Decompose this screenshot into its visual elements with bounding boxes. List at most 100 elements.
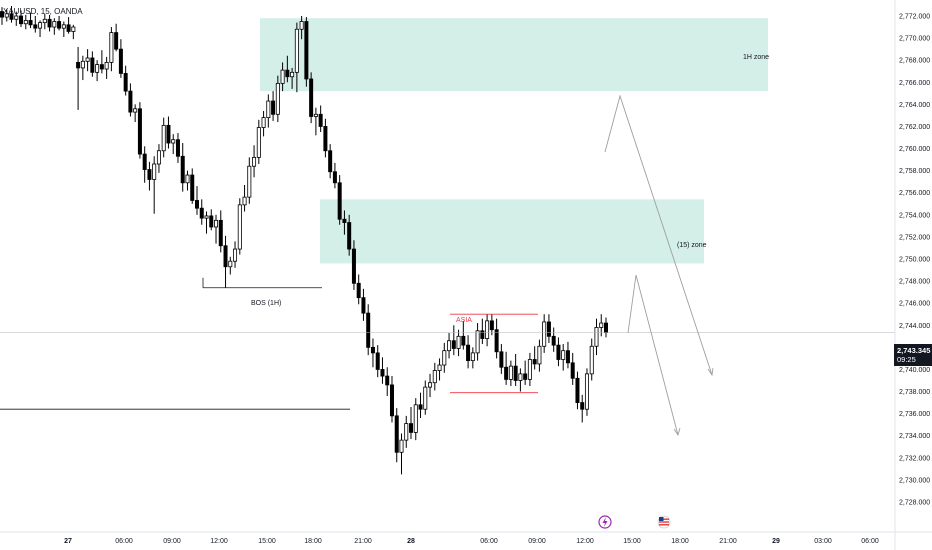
candle-body bbox=[199, 207, 204, 219]
us-flag-canton bbox=[659, 517, 664, 521]
candle-body bbox=[171, 139, 176, 144]
time-tick-label: 06:00 bbox=[861, 538, 879, 545]
lightning-icon-bolt bbox=[602, 517, 608, 527]
price-tick-label: 2,768.000 bbox=[899, 58, 930, 65]
candle-body bbox=[166, 124, 171, 144]
projection-path-2[interactable] bbox=[627, 274, 679, 436]
candle-body bbox=[204, 215, 209, 219]
candle-body bbox=[466, 344, 471, 362]
candle-body bbox=[9, 13, 14, 20]
candle-body bbox=[351, 248, 356, 284]
candle-body bbox=[513, 365, 518, 381]
time-tick-label: 18:00 bbox=[304, 538, 322, 545]
candle-body bbox=[570, 362, 575, 379]
candle-body bbox=[589, 345, 594, 375]
candle-body bbox=[33, 24, 38, 29]
time-tick-label: 12:00 bbox=[576, 538, 594, 545]
candle-body bbox=[565, 350, 570, 364]
price-tick-label: 2,756.000 bbox=[899, 190, 930, 197]
candle-body bbox=[451, 340, 456, 349]
time-tick-label: 21:00 bbox=[719, 538, 737, 545]
candle-body bbox=[461, 335, 466, 346]
candle-body bbox=[523, 373, 528, 380]
price-tick-label: 2,772.000 bbox=[899, 14, 930, 21]
supply-zone-1[interactable] bbox=[260, 18, 768, 92]
time-tick-label: 06:00 bbox=[480, 538, 498, 545]
candle-body bbox=[313, 113, 318, 117]
candle-body bbox=[266, 100, 271, 119]
candle-body bbox=[109, 32, 114, 63]
candle-body bbox=[375, 352, 380, 370]
candle-body bbox=[399, 439, 404, 453]
lightning-icon[interactable] bbox=[598, 515, 612, 529]
candle-body bbox=[580, 402, 585, 410]
candle-body bbox=[423, 386, 428, 410]
supply-zone-2[interactable] bbox=[320, 199, 704, 264]
time-tick-label: 09:00 bbox=[163, 538, 181, 545]
candle-body bbox=[285, 69, 290, 78]
candle-body bbox=[604, 322, 609, 333]
candle-body bbox=[366, 312, 371, 348]
time-tick-label: 18:00 bbox=[671, 538, 689, 545]
candle-body bbox=[309, 78, 314, 117]
candle-body bbox=[223, 245, 228, 268]
time-tick-label: 15:00 bbox=[258, 538, 276, 545]
candle-body bbox=[389, 384, 394, 417]
candle-body bbox=[413, 404, 418, 433]
candle-body bbox=[290, 71, 295, 78]
candle-body bbox=[28, 20, 33, 26]
candle-body bbox=[489, 320, 494, 331]
candle-body bbox=[38, 22, 43, 29]
us-flag-icon[interactable] bbox=[657, 515, 671, 529]
time-tick-label: 28 bbox=[407, 538, 415, 545]
zone-1h-label: 1H zone bbox=[743, 54, 769, 61]
candles-layer bbox=[0, 6, 609, 475]
zone-15-label: (15) zone bbox=[677, 242, 707, 249]
price-tick-label: 2,730.000 bbox=[899, 477, 930, 484]
candle-body bbox=[252, 156, 257, 167]
candle-body bbox=[532, 359, 537, 365]
candle-body bbox=[447, 340, 452, 352]
candle-body bbox=[404, 423, 409, 441]
time-tick-label: 27 bbox=[64, 538, 72, 545]
projection-path-1[interactable] bbox=[604, 94, 713, 376]
candle-body bbox=[304, 21, 309, 80]
price-tick-label: 2,752.000 bbox=[899, 234, 930, 241]
candle-body bbox=[4, 13, 9, 18]
candle-body bbox=[518, 373, 523, 381]
candle-body bbox=[242, 196, 247, 206]
candle-body bbox=[90, 57, 95, 73]
candle-body bbox=[485, 320, 490, 339]
candle-body bbox=[147, 169, 152, 180]
current-price-tag[interactable]: 2,743.345 09:25 bbox=[894, 344, 932, 366]
candle-body bbox=[152, 163, 157, 180]
candle-body bbox=[256, 127, 261, 158]
time-tick-label: 06:00 bbox=[115, 538, 133, 545]
drawings-layer bbox=[0, 94, 895, 437]
us-flag-stripe-3 bbox=[659, 524, 669, 526]
candle-body bbox=[218, 219, 223, 247]
price-tick-label: 2,760.000 bbox=[899, 146, 930, 153]
price-tick-label: 2,734.000 bbox=[899, 433, 930, 440]
candle-body bbox=[118, 48, 123, 74]
candle-body bbox=[95, 64, 100, 73]
asia-label: ASIA bbox=[456, 317, 472, 324]
price-tick-label: 2,770.000 bbox=[899, 36, 930, 43]
candle-body bbox=[66, 24, 71, 32]
price-tick-label: 2,750.000 bbox=[899, 257, 930, 264]
candle-body bbox=[418, 404, 423, 410]
candle-body bbox=[337, 182, 342, 220]
candle-body bbox=[575, 377, 580, 403]
candle-body bbox=[527, 359, 532, 380]
candle-body bbox=[347, 222, 352, 250]
candle-body bbox=[561, 350, 566, 360]
candle-body bbox=[318, 113, 323, 127]
candle-body bbox=[499, 351, 504, 368]
candle-body bbox=[185, 174, 190, 184]
candle-body bbox=[128, 90, 133, 113]
candle-body bbox=[71, 26, 76, 32]
candle-body bbox=[584, 373, 589, 410]
